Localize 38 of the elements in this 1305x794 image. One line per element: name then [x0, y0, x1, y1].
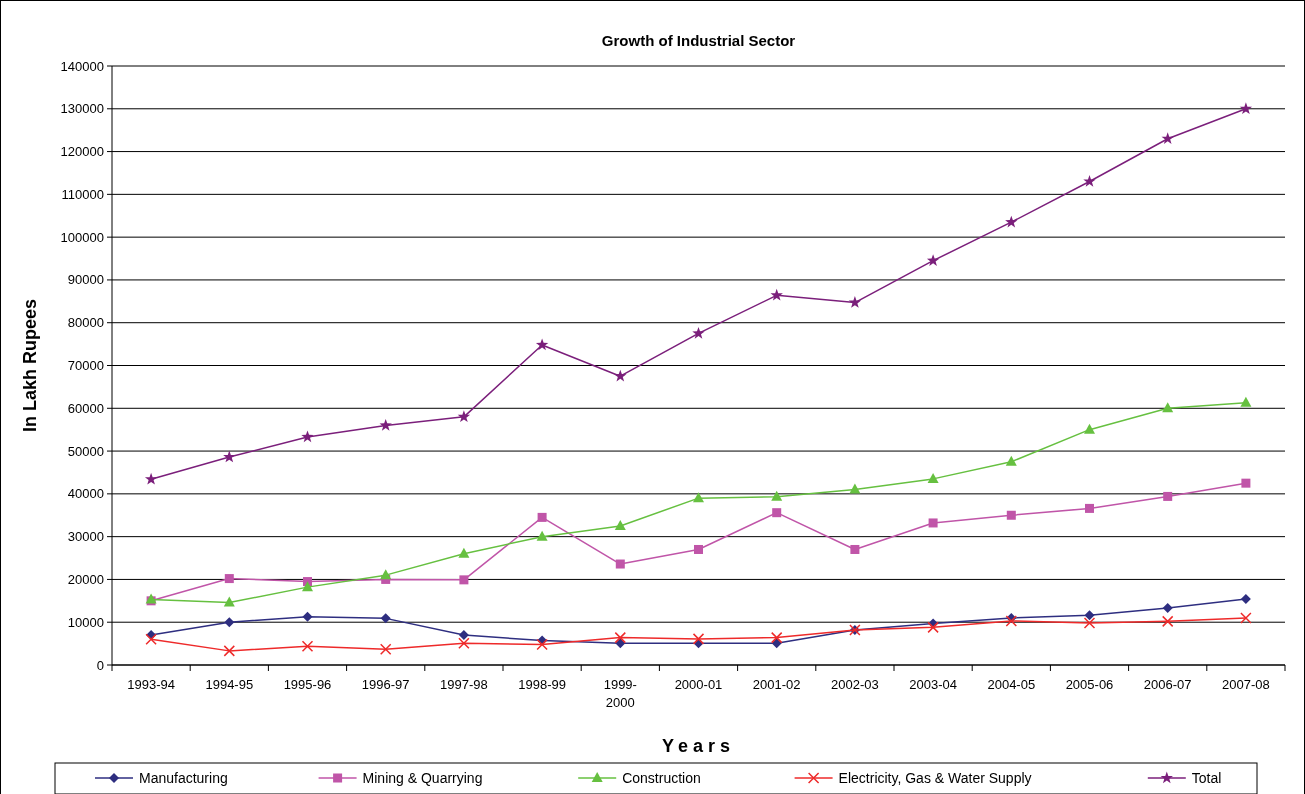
y-tick-label: 130000 [60, 101, 104, 117]
x-tick-label: 2003-04 [909, 677, 957, 692]
x-tick-label: 2000-01 [674, 677, 723, 692]
y-tick-label: 110000 [61, 186, 104, 202]
x-tick-label: 2004-05 [987, 677, 1036, 692]
y-tick-label: 0 [96, 657, 104, 673]
x-axis-title: Years [661, 736, 736, 756]
chart-title: Growth of Industrial Sector [601, 32, 796, 49]
y-tick-label: 90000 [67, 272, 104, 288]
legend-label: Manufacturing [139, 770, 228, 786]
x-tick-label: 1996-97 [361, 677, 410, 692]
x-tick-label: 1997-98 [440, 677, 488, 692]
y-tick-label: 10000 [67, 614, 104, 630]
y-tick-label: 50000 [67, 443, 104, 459]
y-tick-label: 80000 [67, 315, 104, 331]
x-tick-label: 2005-06 [1065, 677, 1114, 692]
y-tick-label: 120000 [60, 144, 104, 160]
x-tick-label: 2007-08 [1222, 677, 1270, 692]
x-tick-label: 1999-2000 [603, 677, 637, 710]
y-tick-label: 140000 [60, 58, 104, 74]
legend-label: Mining & Quarrying [362, 770, 483, 786]
legend-label: Total [1191, 770, 1222, 786]
x-tick-label: 1993-94 [127, 677, 175, 692]
x-tick-label: 1998-99 [518, 677, 566, 692]
x-tick-label: 1995-96 [283, 677, 332, 692]
x-tick-label: 2002-03 [831, 677, 879, 692]
y-tick-label: 40000 [67, 486, 104, 502]
legend-label: Electricity, Gas & Water Supply [838, 770, 1032, 786]
legend-label: Construction [622, 770, 701, 786]
y-tick-label: 30000 [67, 529, 104, 545]
y-tick-label: 20000 [67, 571, 104, 587]
y-axis-title: In Lakh Rupees [20, 298, 40, 433]
x-tick-label: 1994-95 [205, 677, 254, 692]
y-tick-label: 60000 [67, 400, 104, 416]
y-tick-label: 100000 [60, 229, 104, 245]
y-tick-label: 70000 [67, 358, 104, 373]
x-tick-label: 2006-07 [1143, 677, 1192, 692]
x-tick-label: 2001-02 [752, 677, 801, 692]
